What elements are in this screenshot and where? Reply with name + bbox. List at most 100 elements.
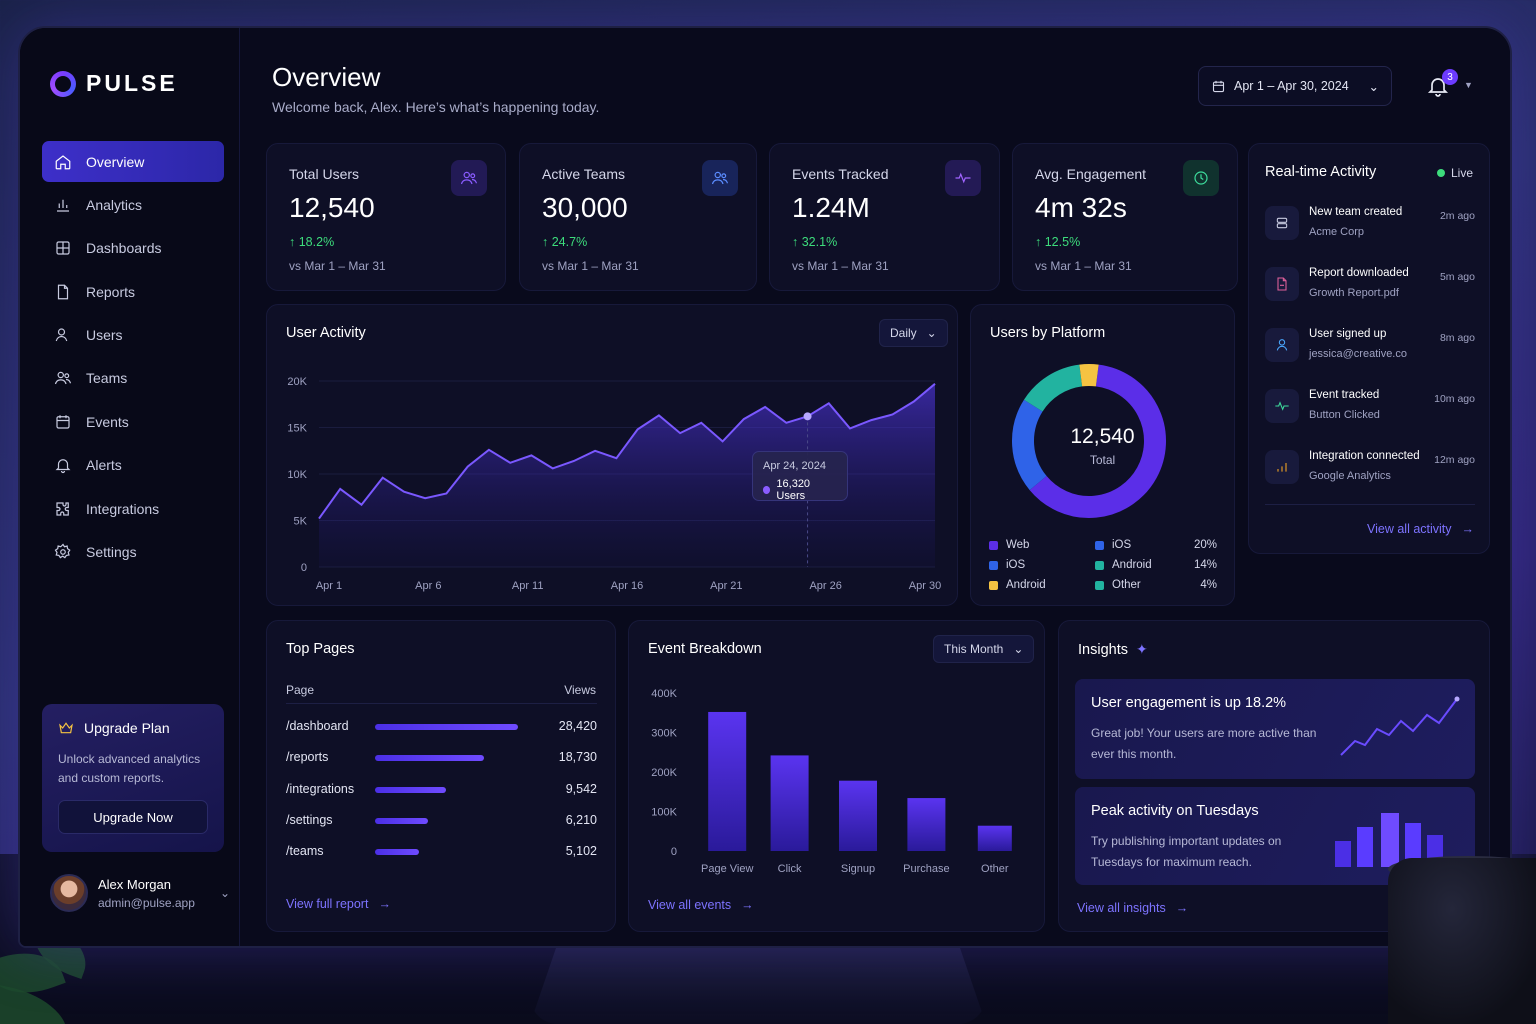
- page-path: /teams: [286, 844, 324, 859]
- y-tick-label: 400K: [651, 688, 677, 700]
- sidebar-item-label: Alerts: [86, 457, 122, 474]
- sidebar-item-reports[interactable]: Reports: [42, 271, 224, 312]
- brand-name: PULSE: [86, 70, 178, 96]
- user-activity-chart[interactable]: 20K 15K 10K 5K 0 Apr 1 Apr 6 Apr 11 Apr 16 Apr 2…: [267, 305, 959, 607]
- donut-slice-android[interactable]: [1023, 364, 1083, 412]
- page-views: 5,102: [565, 844, 597, 859]
- sidebar-item-alerts[interactable]: Alerts: [42, 445, 224, 486]
- arrow-right-icon: →: [741, 898, 754, 912]
- kpi-delta-value: 32.1%: [801, 235, 838, 249]
- interval-value: Daily: [890, 326, 917, 340]
- y-tick-label: 100K: [651, 807, 677, 819]
- kpi-compare: vs Mar 1 – Mar 31: [542, 259, 639, 273]
- upgrade-now-button[interactable]: Upgrade Now: [58, 800, 208, 834]
- brand-logo[interactable]: PULSE: [50, 70, 178, 97]
- donut-slice-other[interactable]: [1079, 364, 1099, 387]
- interval-select[interactable]: Daily ⌄: [879, 319, 948, 347]
- list-item[interactable]: Report downloaded Growth Report.pdf 5m a…: [1265, 265, 1475, 305]
- tooltip-point: [803, 412, 812, 421]
- platform-donut-chart[interactable]: [971, 305, 1236, 607]
- clock-icon: [1183, 160, 1219, 196]
- bar-purchase[interactable]: [907, 798, 946, 851]
- views-bar: [375, 817, 527, 824]
- donut-slice-web[interactable]: [1029, 364, 1166, 518]
- list-item[interactable]: Integration connected Google Analytics 1…: [1265, 448, 1475, 488]
- date-range-picker[interactable]: Apr 1 – Apr 30, 2024 ⌄: [1198, 66, 1392, 106]
- sidebar-nav: Overview Analytics Dashboards Reports Us…: [42, 141, 224, 575]
- page-views: 28,420: [558, 719, 597, 733]
- table-row[interactable]: /dashboard 28,420: [286, 717, 597, 737]
- table-row[interactable]: /teams 5,102: [286, 842, 597, 862]
- list-item[interactable]: Event tracked Button Clicked 10m ago: [1265, 387, 1475, 427]
- bar-other[interactable]: [977, 825, 1012, 851]
- period-select[interactable]: This Month ⌄: [933, 635, 1035, 663]
- activity-line: [318, 383, 936, 520]
- views-bar-fill: [375, 786, 447, 793]
- insight-engagement[interactable]: User engagement is up 18.2% Great job! Y…: [1075, 679, 1475, 779]
- kpi-delta-value: 24.7%: [551, 235, 588, 249]
- table-row[interactable]: /settings 6,210: [286, 811, 597, 831]
- sidebar-item-events[interactable]: Events: [42, 401, 224, 442]
- tooltip-value: 16,320 Users: [763, 478, 837, 502]
- view-all-insights-link[interactable]: View all insights →: [1077, 901, 1188, 915]
- bar-page-view[interactable]: [708, 711, 747, 851]
- sidebar-item-teams[interactable]: Teams: [42, 358, 224, 399]
- sidebar-item-users[interactable]: Users: [42, 315, 224, 356]
- sidebar-item-overview[interactable]: Overview: [42, 141, 224, 182]
- insight-description: Great job! Your users are more active th…: [1091, 726, 1317, 761]
- user-profile[interactable]: Alex Morgan admin@pulse.app ⌄: [50, 874, 230, 912]
- x-tick-label: Purchase: [903, 863, 949, 875]
- sidebar-item-integrations[interactable]: Integrations: [42, 488, 224, 529]
- view-all-activity-link[interactable]: View all activity →: [1367, 522, 1474, 536]
- x-tick-label: Apr 21: [710, 580, 742, 592]
- table-row[interactable]: /integrations 9,542: [286, 780, 597, 800]
- sidebar-item-settings[interactable]: Settings: [42, 532, 224, 573]
- bar-signup[interactable]: [839, 780, 877, 851]
- column-header-page: Page: [286, 683, 315, 697]
- legend-label: Android: [1006, 579, 1046, 591]
- user-activity-card: User Activity Daily ⌄ 20K 15K 10K 5K 0 Apr 1 A…: [266, 304, 958, 606]
- period-value: This Month: [944, 642, 1004, 656]
- monitor: PULSE Overview Analytics Dashboards Repo…: [18, 26, 1512, 948]
- legend-item: Android: [989, 575, 1069, 595]
- x-tick-label: Apr 6: [415, 580, 441, 592]
- upgrade-card: Upgrade Plan Unlock advanced analytics a…: [42, 704, 224, 852]
- list-item[interactable]: User signed up jessica@creative.co 8m ag…: [1265, 326, 1475, 366]
- table-row[interactable]: /reports 18,730: [286, 748, 597, 768]
- team-icon: [1265, 206, 1299, 240]
- donut-slice-ios[interactable]: [1012, 399, 1047, 491]
- view-full-report-link[interactable]: View full report →: [286, 897, 391, 911]
- views-bar: [375, 786, 527, 793]
- live-dot-icon: [1436, 169, 1445, 177]
- card-title: Top Pages: [286, 641, 355, 657]
- view-all-events-link[interactable]: View all events →: [648, 898, 754, 912]
- notifications-bell-icon[interactable]: [1426, 74, 1450, 98]
- activity-time: 12m ago: [1434, 454, 1475, 466]
- insights-title: Insights: [1078, 641, 1128, 658]
- date-range-value: Apr 1 – Apr 30, 2024: [1234, 79, 1349, 93]
- sidebar-item-dashboards[interactable]: Dashboards: [42, 228, 224, 269]
- link-label: View all activity: [1367, 522, 1452, 536]
- list-item[interactable]: New team created Acme Corp 2m ago: [1265, 204, 1475, 244]
- bar-click[interactable]: [770, 755, 809, 851]
- insights-card: Insights ✦ User engagement is up 18.2% G…: [1058, 620, 1490, 932]
- page-views: 18,730: [558, 750, 597, 765]
- views-bar: [375, 849, 527, 856]
- event-breakdown-chart[interactable]: 400K 300K 200K 100K 0 Page View Click Signup Pur…: [629, 621, 1046, 933]
- chevron-down-icon[interactable]: ▼: [1464, 80, 1473, 90]
- y-tick-label: 10K: [287, 469, 307, 481]
- kpi-card-active-teams: Active Teams 30,000 ↑ 24.7% vs Mar 1 – M…: [519, 143, 757, 291]
- dashboard-screen: PULSE Overview Analytics Dashboards Repo…: [20, 28, 1510, 946]
- kpi-compare: vs Mar 1 – Mar 31: [792, 259, 889, 273]
- grid-icon: [56, 241, 70, 255]
- x-tick-label: Apr 30: [909, 580, 941, 592]
- notification-badge: 3: [1442, 69, 1458, 85]
- link-label: View all events: [648, 898, 732, 912]
- sidebar-item-analytics[interactable]: Analytics: [42, 184, 224, 225]
- kpi-delta: ↑ 12.5%: [1035, 235, 1081, 249]
- legend-item: Other 4%: [1095, 575, 1217, 595]
- users-by-platform-card: Users by Platform 12,540 Total Web iOS A…: [970, 304, 1235, 606]
- kpi-label: Total Users: [289, 166, 360, 182]
- chevron-down-icon[interactable]: ⌄: [219, 886, 230, 900]
- sidebar-item-label: Events: [86, 413, 129, 430]
